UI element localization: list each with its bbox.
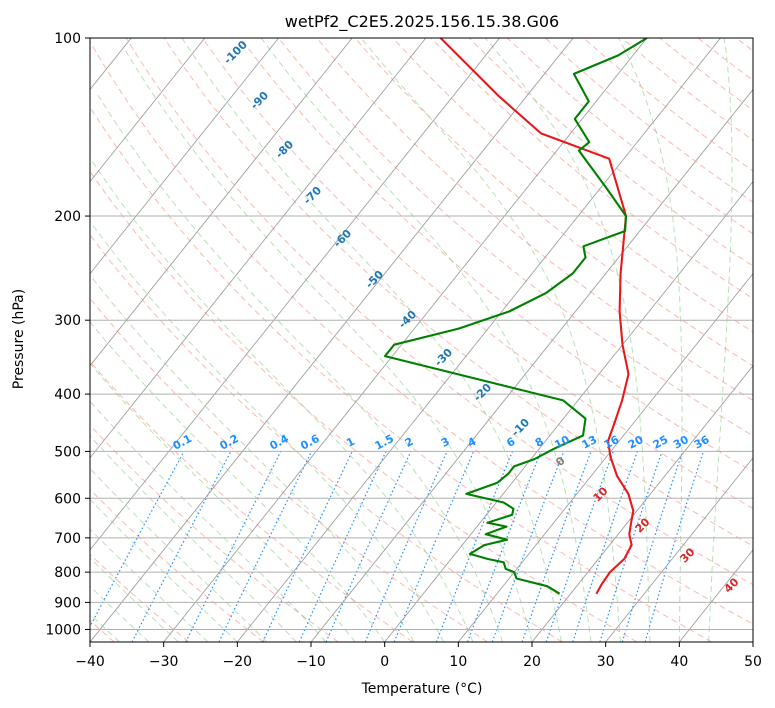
mixing-ratio-line xyxy=(435,451,514,642)
moist-adiabat-line xyxy=(124,50,533,642)
mixing-ratio-line xyxy=(621,451,684,642)
y-tick-label: 500 xyxy=(54,444,81,460)
dewpoint-line xyxy=(383,38,648,595)
plot-area xyxy=(90,38,753,642)
x-tick-label: 0 xyxy=(380,654,389,670)
isotherm-line xyxy=(90,38,279,275)
dry-adiabat-line xyxy=(278,38,753,437)
dry-adiabat-line xyxy=(392,38,753,333)
y-tick-label: 200 xyxy=(54,209,81,225)
x-tick-label: −20 xyxy=(223,654,253,670)
x-tick-label: 40 xyxy=(670,654,688,670)
y-axis-label: Pressure (hPa) xyxy=(11,289,27,389)
mixing-ratio-label: 10 xyxy=(552,433,572,452)
mixing-ratio-line xyxy=(364,451,448,642)
x-tick-label: −40 xyxy=(75,654,105,670)
y-tick-label: 900 xyxy=(54,595,81,611)
dry-adiabat-line xyxy=(354,38,753,367)
isotherm-line xyxy=(90,38,206,183)
mixing-ratio-label: 20 xyxy=(626,433,646,452)
mixing-ratio-line xyxy=(90,451,185,628)
x-tick-label: −10 xyxy=(296,654,326,670)
mixing-ratio-line xyxy=(491,451,565,642)
mixing-ratio-line xyxy=(185,451,282,642)
x-tick-label: −30 xyxy=(149,654,179,670)
mixing-ratio-label: 16 xyxy=(602,433,622,452)
isotherm-line xyxy=(236,38,721,642)
isotherm-line xyxy=(90,38,353,367)
mixing-ratio-line xyxy=(599,451,663,642)
dry-adiabat-line xyxy=(163,38,753,547)
x-tick-label: 10 xyxy=(449,654,467,670)
isotherm-line xyxy=(457,272,753,642)
moist-adiabats xyxy=(90,38,733,642)
moist-adiabat-line xyxy=(260,38,592,642)
mixing-ratio-line xyxy=(572,451,638,642)
isotherm-line xyxy=(384,180,753,642)
isotherm-line xyxy=(310,88,753,642)
mixing-ratio-label: 13 xyxy=(580,433,600,452)
moist-adiabat-line xyxy=(708,38,733,642)
y-tick-label: 600 xyxy=(54,491,81,507)
dry-adiabat-line xyxy=(90,170,638,642)
dry-adiabat-line xyxy=(90,553,190,642)
moist-adiabat-line xyxy=(97,95,503,642)
mixing-ratio-lines xyxy=(90,451,704,642)
moist-adiabat-line xyxy=(181,38,562,642)
isotherm-line xyxy=(163,38,648,642)
moist-adiabat-line xyxy=(618,38,683,642)
dry-adiabat-line xyxy=(316,38,753,402)
profile-lines xyxy=(383,38,648,595)
dry-adiabat-line xyxy=(125,38,753,586)
x-tick-label: 50 xyxy=(744,654,762,670)
mixing-ratio-label: 36 xyxy=(692,433,712,452)
mixing-ratio-label: 25 xyxy=(651,433,671,452)
isotherm-line xyxy=(90,38,500,551)
moist-adiabat-line xyxy=(360,38,621,642)
y-tick-label: 800 xyxy=(54,565,81,581)
isotherm-line xyxy=(605,457,753,642)
isotherm-line xyxy=(90,38,427,459)
y-tick-label: 100 xyxy=(54,31,81,47)
chart-title: wetPf2_C2E5.2025.156.15.38.G06 xyxy=(285,12,559,32)
moist-adiabat-line xyxy=(90,362,356,642)
mixing-ratio-line xyxy=(325,451,412,642)
temperature-line xyxy=(439,38,635,595)
dry-adiabat-line xyxy=(90,234,563,642)
y-tick-label: 300 xyxy=(54,313,81,329)
y-tick-label: 400 xyxy=(54,387,81,403)
isotherm-line xyxy=(752,641,753,642)
moist-adiabat-line xyxy=(90,498,238,642)
x-axis-label: Temperature (°C) xyxy=(361,681,483,697)
plot-frame xyxy=(89,37,754,643)
dry-adiabat-line xyxy=(90,106,712,642)
y-tick-label: 1000 xyxy=(45,622,81,638)
isotherm-line xyxy=(531,365,753,642)
y-tick-label: 700 xyxy=(54,531,81,547)
dry-adiabat-line xyxy=(90,40,753,625)
mixing-ratio-label: 30 xyxy=(671,433,691,452)
x-tick-label: 20 xyxy=(523,654,541,670)
isotherm-line xyxy=(0,38,58,642)
mixing-ratio-line xyxy=(466,451,542,642)
isobars xyxy=(90,38,753,630)
dry-adiabat-line xyxy=(90,424,339,642)
isotherms xyxy=(0,38,753,642)
dry-adiabat-line xyxy=(90,297,488,642)
isotherm-line xyxy=(90,38,574,642)
moist-adiabat-line xyxy=(90,321,386,642)
mixing-ratio-line xyxy=(545,451,614,642)
plot-background xyxy=(90,38,753,642)
mixing-ratio-line xyxy=(521,451,592,642)
x-tick-label: 30 xyxy=(597,654,615,670)
